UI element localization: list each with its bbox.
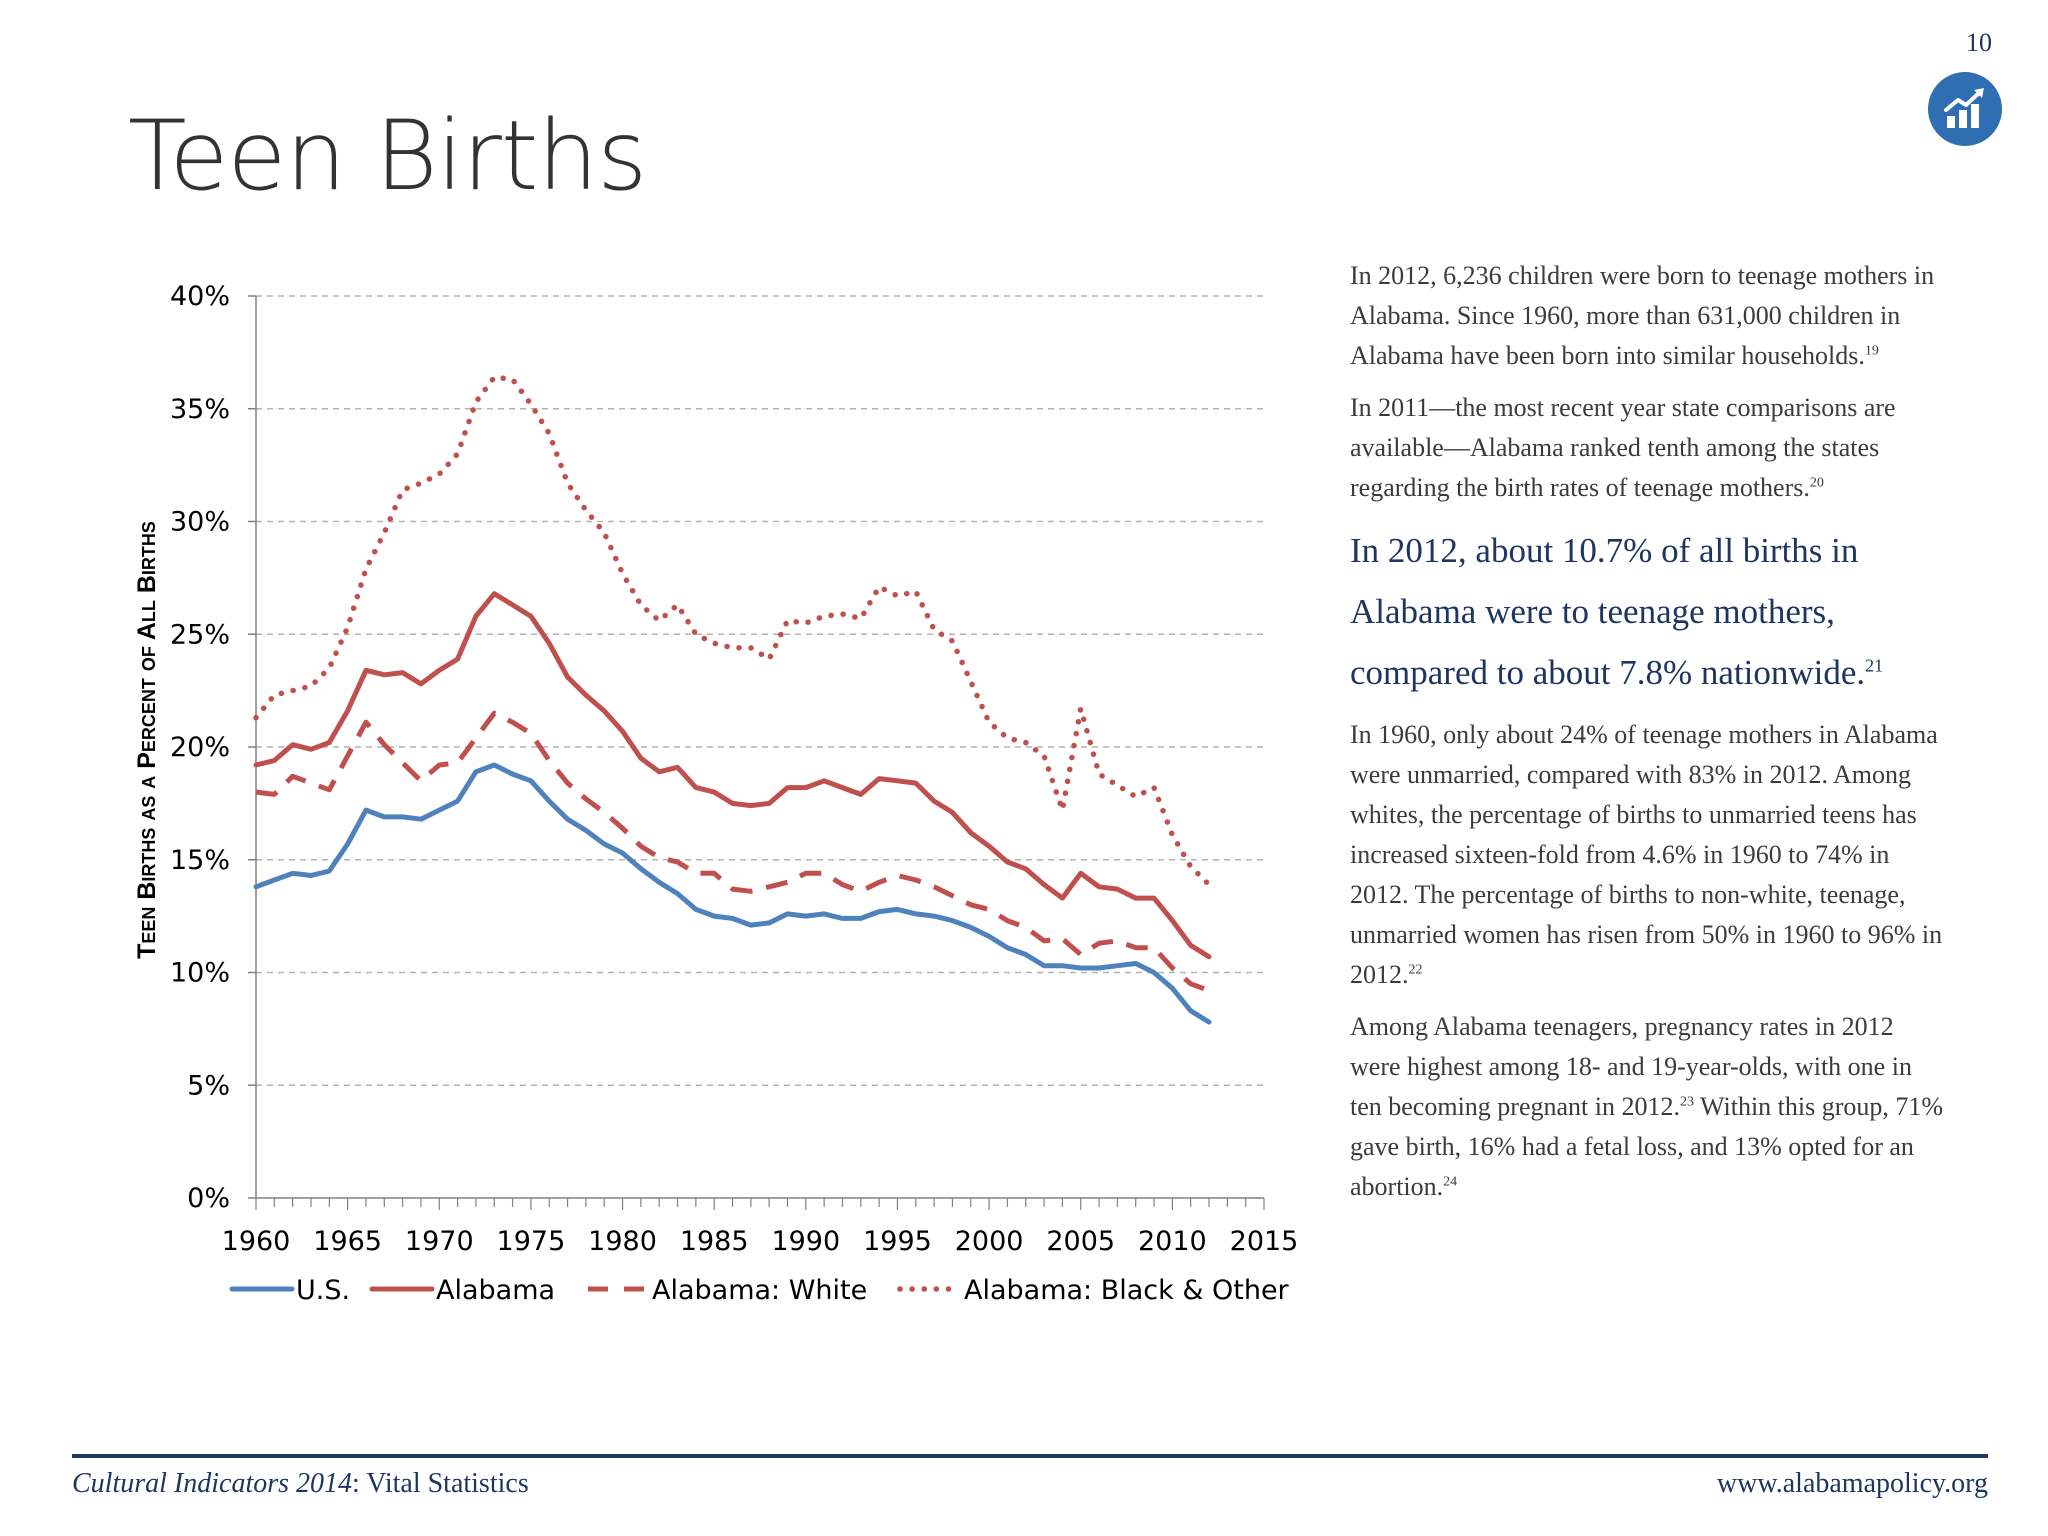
x-tick-label: 1965 <box>313 1226 382 1257</box>
teen-births-line-chart: 0%5%10%15%20%25%30%35%40% 1960 1965 1970 19… <box>133 281 1299 1306</box>
paragraph-3: In 1960, only about 24% of teenage mothe… <box>1350 720 1943 989</box>
x-tick-label: 1975 <box>497 1226 566 1257</box>
legend-label: Alabama: White <box>652 1275 867 1306</box>
y-tick-label: 15% <box>170 845 230 876</box>
series-line-alabama <box>253 591 1212 960</box>
x-tick-label: 2005 <box>1046 1226 1115 1257</box>
footer-website-link[interactable]: www.alabamapolicy.org <box>1716 1468 1988 1499</box>
footer-rule <box>72 1454 1988 1458</box>
chart-axes <box>248 295 1265 1210</box>
y-tick-label: 20% <box>170 732 230 763</box>
x-tick-label: 2015 <box>1230 1226 1299 1257</box>
chart-badge <box>1928 72 2002 146</box>
y-tick-labels: 0% 5% 10% 15% 20% 25% 30% 35% 40% <box>170 281 230 1214</box>
y-tick-label: 40% <box>170 281 230 312</box>
x-tick-labels: 1960 1965 1970 1975 1980 1985 1990 1995 2000 2005… <box>222 1226 1299 1257</box>
paragraph-4: Among Alabama teenagers, pregnancy rates… <box>1350 1012 1944 1201</box>
x-tick-label: 1990 <box>771 1226 840 1257</box>
series-line-alabama-white <box>255 710 1210 993</box>
series-line-u-s <box>253 762 1212 1025</box>
paragraph-2: In 2011—the most recent year state compa… <box>1350 393 1896 502</box>
x-tick-label: 2010 <box>1138 1226 1207 1257</box>
legend-label: Alabama <box>436 1275 555 1306</box>
bar-chart-trend-icon <box>1944 88 1984 128</box>
legend-label: Alabama: Black & Other <box>964 1275 1290 1306</box>
y-tick-label: 25% <box>170 619 230 650</box>
chart-series-lines <box>253 374 1212 1025</box>
x-tick-label: 1980 <box>588 1226 657 1257</box>
x-tick-label: 2000 <box>955 1226 1024 1257</box>
y-tick-label: 30% <box>170 507 230 538</box>
callout-statistic: In 2012, about 10.7% of all births in Al… <box>1350 531 1884 692</box>
x-tick-label: 1970 <box>405 1226 474 1257</box>
x-tick-label: 1960 <box>222 1226 291 1257</box>
paragraph-1: In 2012, 6,236 children were born to tee… <box>1350 261 1935 370</box>
y-tick-label: 0% <box>187 1183 230 1214</box>
chart-legend: U.S. Alabama Alabama: White Alabama: Black … <box>229 1275 1290 1306</box>
chart-gridlines <box>256 295 1264 1086</box>
footer-publication: Cultural Indicators 2014: Vital Statisti… <box>72 1468 529 1499</box>
x-tick-label: 1995 <box>863 1226 932 1257</box>
page-title: Teen Births <box>128 100 647 212</box>
narrative-text: In 2012, 6,236 children were born to tee… <box>1350 256 1950 1219</box>
page-number: 10 <box>1966 28 1992 57</box>
series-line-alabama-black-other <box>253 374 1212 888</box>
legend-label: U.S. <box>296 1275 350 1306</box>
y-tick-label: 35% <box>170 394 230 425</box>
y-tick-label: 10% <box>170 958 230 989</box>
y-tick-label: 5% <box>187 1070 230 1101</box>
y-axis-label: Teen Births as a Percent of All Births <box>133 521 161 959</box>
x-tick-label: 1985 <box>680 1226 749 1257</box>
